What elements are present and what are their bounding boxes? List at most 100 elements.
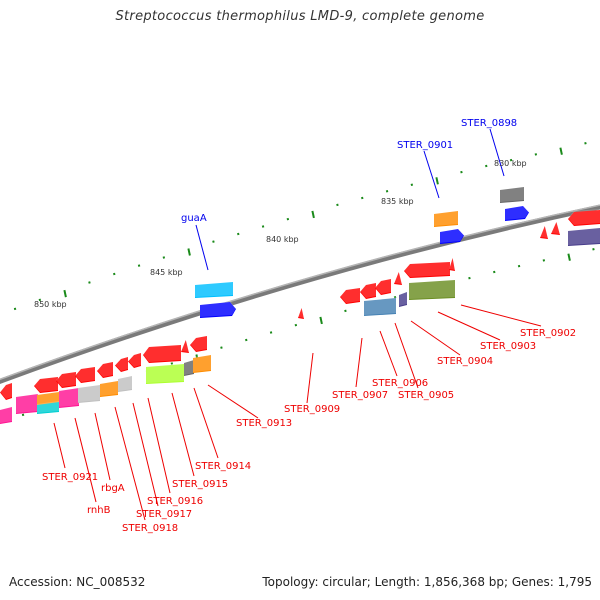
gene-label[interactable]: STER_0906 bbox=[372, 378, 428, 389]
major-tick bbox=[311, 210, 315, 219]
gene-feature bbox=[193, 355, 211, 373]
minor-tick bbox=[113, 272, 116, 276]
gene-highlight bbox=[16, 393, 38, 413]
gene-label[interactable]: STER_0916 bbox=[147, 496, 203, 507]
minor-tick bbox=[385, 190, 389, 193]
gene-feature bbox=[118, 376, 132, 392]
gene-label[interactable]: STER_0898 bbox=[461, 118, 517, 129]
gene-label[interactable]: rbgA bbox=[101, 483, 125, 494]
major-tick bbox=[63, 289, 67, 298]
gene-feature bbox=[184, 360, 194, 376]
gene-highlight bbox=[193, 354, 211, 372]
gene-feature bbox=[440, 229, 464, 244]
gene-highlight bbox=[540, 225, 548, 238]
minor-tick bbox=[212, 240, 215, 243]
gene-label[interactable]: STER_0901 bbox=[397, 140, 453, 151]
leader-line bbox=[147, 397, 171, 494]
gene-feature bbox=[568, 228, 600, 246]
gene-label[interactable]: STER_0902 bbox=[520, 328, 576, 339]
gene-feature bbox=[34, 377, 58, 393]
gene-highlight bbox=[0, 406, 12, 423]
tick-label: 850 kbp bbox=[34, 300, 67, 309]
gene-feature bbox=[0, 383, 12, 400]
gene-highlight bbox=[505, 205, 529, 220]
minor-tick bbox=[269, 331, 273, 334]
leader-line bbox=[379, 330, 398, 377]
gene-feature bbox=[190, 336, 207, 352]
gene-highlight bbox=[56, 371, 76, 387]
minor-tick bbox=[237, 232, 240, 236]
gene-highlight bbox=[440, 228, 464, 243]
gene-highlight bbox=[404, 261, 450, 277]
gene-label[interactable]: rnhB bbox=[87, 505, 111, 516]
gene-highlight bbox=[434, 210, 458, 226]
major-tick bbox=[567, 253, 571, 261]
gene-label[interactable]: STER_0918 bbox=[122, 523, 178, 534]
leader-line bbox=[355, 337, 363, 388]
minor-tick bbox=[534, 153, 538, 156]
gene-label[interactable]: STER_0914 bbox=[195, 461, 251, 472]
gene-highlight bbox=[118, 375, 132, 391]
leader-line bbox=[306, 352, 314, 404]
leader-line bbox=[410, 320, 461, 356]
gene-feature bbox=[200, 302, 236, 318]
gene-feature bbox=[399, 292, 407, 307]
gene-label[interactable]: STER_0921 bbox=[42, 472, 98, 483]
leader-line bbox=[437, 311, 501, 341]
gene-highlight bbox=[100, 380, 118, 396]
minor-tick bbox=[344, 309, 347, 313]
gene-feature bbox=[100, 381, 118, 397]
minor-tick bbox=[220, 346, 223, 349]
accession-text: Accession: NC_008532 bbox=[9, 575, 146, 589]
gene-feature bbox=[540, 226, 548, 239]
gene-label[interactable]: STER_0907 bbox=[332, 390, 388, 401]
gene-label[interactable]: STER_0913 bbox=[236, 418, 292, 429]
gene-feature bbox=[128, 353, 141, 368]
gene-feature bbox=[181, 340, 189, 353]
gene-feature bbox=[0, 407, 12, 424]
gene-highlight bbox=[394, 271, 402, 284]
gene-feature bbox=[59, 388, 79, 408]
gene-feature bbox=[37, 402, 59, 414]
minor-tick bbox=[162, 256, 166, 259]
feature-track bbox=[0, 186, 600, 424]
gene-highlight bbox=[200, 301, 236, 317]
gene-feature bbox=[434, 211, 458, 227]
leader-line bbox=[171, 392, 195, 477]
minor-tick bbox=[509, 158, 513, 162]
leader-line bbox=[94, 412, 111, 481]
gene-highlight bbox=[409, 279, 455, 299]
gene-feature bbox=[404, 262, 450, 278]
gene-label[interactable]: STER_0917 bbox=[136, 509, 192, 520]
gene-highlight bbox=[37, 401, 59, 413]
gene-feature bbox=[360, 283, 376, 299]
minor-tick bbox=[170, 362, 174, 365]
gene-label[interactable]: guaA bbox=[181, 213, 207, 224]
gene-highlight bbox=[181, 339, 189, 352]
gene-label[interactable]: STER_0915 bbox=[172, 479, 228, 490]
tick-label: 830 kbp bbox=[494, 159, 527, 168]
gene-label[interactable]: STER_0905 bbox=[398, 390, 454, 401]
label-leaders bbox=[53, 128, 542, 521]
gene-highlight bbox=[500, 186, 524, 202]
gene-highlight bbox=[75, 366, 95, 382]
leader-line bbox=[423, 150, 440, 199]
gene-label[interactable]: STER_0903 bbox=[480, 341, 536, 352]
gene-label[interactable]: STER_0909 bbox=[284, 404, 340, 415]
gene-highlight bbox=[34, 376, 58, 392]
gene-feature bbox=[568, 210, 600, 226]
minor-tick bbox=[88, 281, 91, 284]
minor-tick bbox=[245, 338, 248, 342]
gene-label[interactable]: STER_0904 bbox=[437, 356, 493, 367]
gene-feature bbox=[449, 258, 455, 271]
minor-tick bbox=[592, 248, 595, 251]
gene-feature bbox=[298, 308, 304, 319]
gene-feature bbox=[97, 362, 113, 378]
minor-tick bbox=[137, 264, 141, 267]
gene-highlight bbox=[143, 344, 181, 362]
minor-tick bbox=[294, 323, 298, 327]
gene-highlight bbox=[298, 307, 304, 318]
gene-feature bbox=[505, 206, 529, 221]
leader-line bbox=[193, 387, 219, 459]
minor-tick bbox=[13, 307, 17, 311]
